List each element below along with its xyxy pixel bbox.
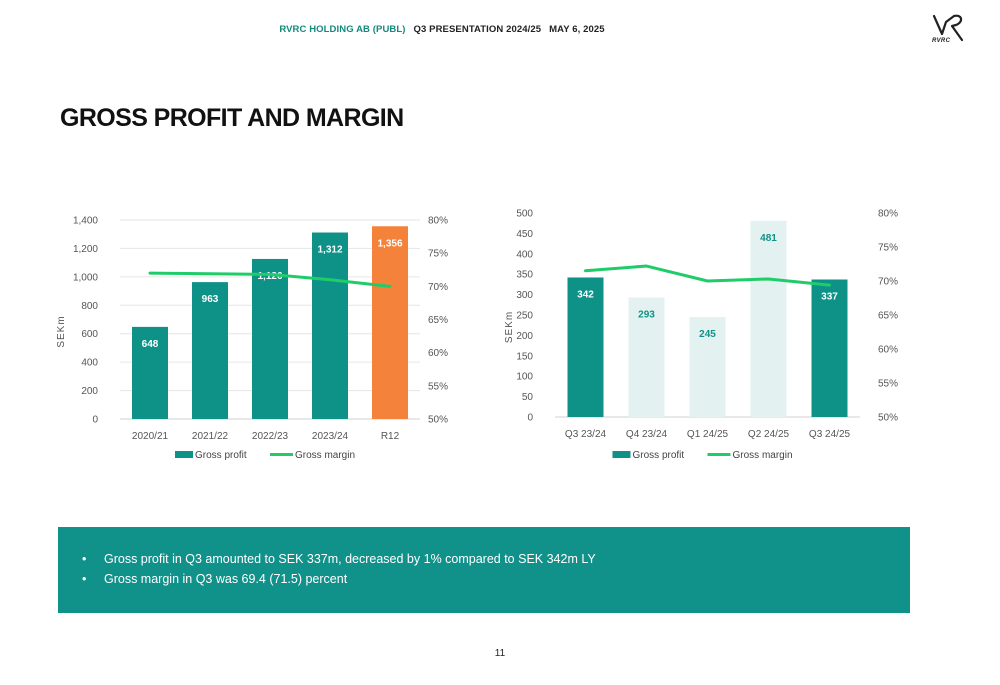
y-tick-label: 50 (522, 392, 534, 403)
x-tick-label: 2020/21 (132, 431, 169, 442)
y-tick-label: 200 (516, 331, 533, 342)
bar-data-label: 337 (821, 292, 838, 303)
presentation-header: RVRC HOLDING AB (PUBL) Q3 PRESENTATION 20… (0, 24, 884, 35)
summary-banner: Gross profit in Q3 amounted to SEK 337m,… (58, 527, 910, 613)
bar (750, 220, 787, 417)
annual-gross-profit-chart: 0 200 400 600 800 1,000 1,200 1,400 50% 55% 60% 65%… (56, 216, 448, 462)
bar-data-label: 481 (760, 233, 777, 244)
legend-swatch-gross-profit (612, 451, 631, 458)
y-tick-label: 1,000 (73, 272, 98, 283)
legend-label-gross-profit: Gross profit (633, 450, 685, 461)
summary-bullet-1: Gross profit in Q3 amounted to SEK 337m,… (58, 549, 910, 569)
y2-tick-label: 50% (428, 415, 448, 426)
x-tick-label: Q4 23/24 (626, 429, 668, 440)
y2-tick-label: 70% (878, 277, 898, 288)
y-tick-label: 150 (516, 351, 533, 362)
bar (252, 258, 288, 419)
x-tick-label: Q2 24/25 (748, 429, 790, 440)
y-tick-label: 0 (92, 415, 98, 426)
y-tick-label: 500 (516, 209, 533, 220)
summary-bullets: Gross profit in Q3 amounted to SEK 337m,… (58, 527, 910, 589)
y-tick-label: 800 (81, 301, 98, 312)
legend-swatch-gross-profit (175, 451, 193, 458)
summary-bullet-2: Gross margin in Q3 was 69.4 (71.5) perce… (58, 569, 910, 589)
logo-wordmark: RVRC (932, 38, 951, 44)
quarterly-gross-profit-chart: 0 50 100 150 200 250 300 350 400 450 500 50% 55% 60% 6… (504, 209, 898, 462)
bar-data-label: 342 (577, 289, 594, 300)
bar (192, 282, 228, 419)
y-tick-label: 1,200 (73, 244, 98, 255)
y2-tick-label: 65% (878, 311, 898, 322)
company-name: RVRC HOLDING AB (PUBL) (279, 24, 406, 35)
bar-data-label: 1,356 (377, 238, 402, 249)
x-tick-label: 2023/24 (312, 431, 349, 442)
presentation-label: Q3 PRESENTATION 2024/25 (413, 24, 542, 35)
y-axis-label: SEKm (56, 315, 67, 347)
y-axis-label: SEKm (504, 311, 515, 343)
bar-data-label: 1,312 (317, 245, 342, 256)
y2-tick-label: 75% (878, 243, 898, 254)
bar-data-label: 245 (699, 329, 716, 340)
y-tick-label: 450 (516, 229, 533, 240)
y2-tick-label: 75% (428, 249, 448, 260)
y-tick-label: 200 (81, 386, 98, 397)
bar (811, 279, 848, 417)
page-number: 11 (494, 648, 506, 659)
y2-tick-label: 50% (878, 413, 898, 424)
presentation-date: MAY 6, 2025 (549, 24, 605, 35)
bar-data-label: 293 (638, 309, 655, 320)
y-tick-label: 1,400 (73, 216, 98, 227)
y2-tick-label: 60% (428, 348, 448, 359)
x-tick-label: 2022/23 (252, 431, 289, 442)
bar-data-label: 963 (202, 294, 219, 305)
y-tick-label: 0 (527, 413, 533, 424)
legend-label-gross-margin: Gross margin (733, 450, 793, 461)
x-tick-label: Q1 24/25 (687, 429, 729, 440)
x-tick-label: R12 (381, 431, 400, 442)
y2-tick-label: 70% (428, 282, 448, 293)
bar (372, 226, 408, 419)
bar (689, 317, 726, 417)
y-tick-label: 400 (516, 249, 533, 260)
rvrc-logo (932, 14, 964, 42)
y-tick-label: 250 (516, 311, 533, 322)
y-tick-label: 400 (81, 358, 98, 369)
y2-tick-label: 60% (878, 345, 898, 356)
y2-tick-label: 65% (428, 315, 448, 326)
y2-tick-label: 55% (428, 381, 448, 392)
bar (132, 326, 168, 419)
legend-label-gross-profit: Gross profit (195, 450, 247, 461)
x-tick-label: Q3 24/25 (809, 429, 851, 440)
bar-data-label: 648 (142, 339, 159, 350)
bar (567, 277, 604, 417)
y2-tick-label: 80% (428, 216, 448, 227)
y-tick-label: 600 (81, 329, 98, 340)
y2-tick-label: 80% (878, 209, 898, 220)
bar (312, 232, 348, 419)
legend-label-gross-margin: Gross margin (295, 450, 355, 461)
gross-margin-line (584, 264, 831, 287)
y-tick-label: 100 (516, 372, 533, 383)
y-tick-label: 350 (516, 270, 533, 281)
page-title: GROSS PROFIT AND MARGIN (60, 104, 404, 132)
gross-margin-line (148, 271, 392, 288)
y2-tick-label: 55% (878, 379, 898, 390)
bar-data-label: 1,126 (257, 271, 282, 282)
x-tick-label: 2021/22 (192, 431, 229, 442)
bar (628, 297, 665, 417)
x-tick-label: Q3 23/24 (565, 429, 607, 440)
y-tick-label: 300 (516, 290, 533, 301)
